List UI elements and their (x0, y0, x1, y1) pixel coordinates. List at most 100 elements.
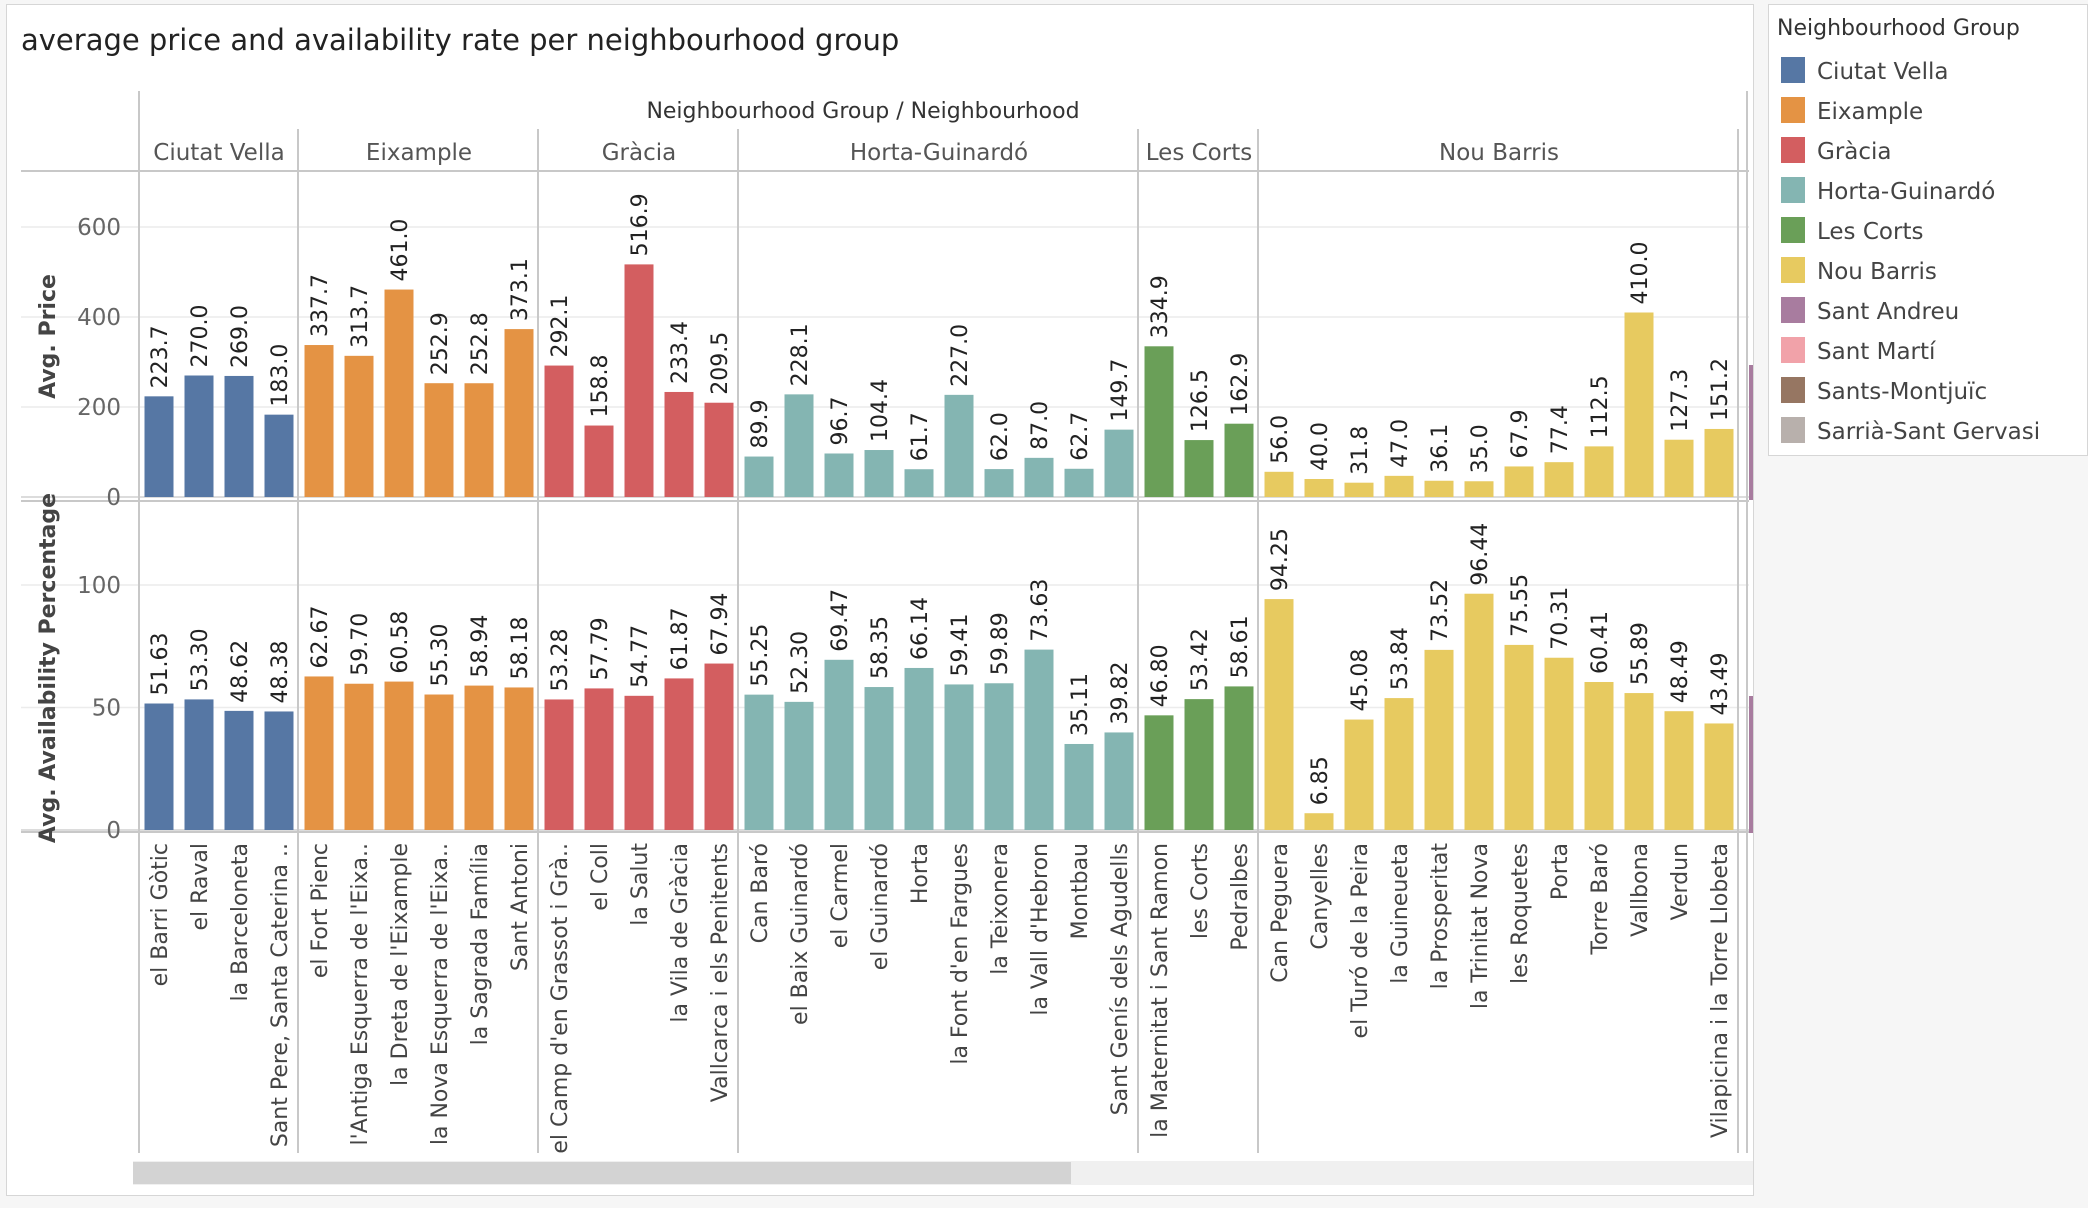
availability-bar[interactable] (424, 694, 454, 830)
legend-swatch[interactable] (1781, 57, 1805, 83)
price-bar[interactable] (464, 383, 494, 497)
availability-bar[interactable] (824, 659, 854, 830)
price-bar[interactable] (504, 329, 534, 497)
availability-bar[interactable] (384, 681, 414, 830)
legend-label[interactable]: Sant Andreu (1817, 299, 1959, 325)
price-bar[interactable] (1304, 479, 1334, 497)
availability-bar[interactable] (1304, 813, 1334, 830)
legend-swatch[interactable] (1781, 177, 1805, 203)
price-bar[interactable] (1464, 481, 1494, 497)
price-bar[interactable] (864, 450, 894, 497)
price-bar[interactable] (704, 402, 734, 497)
price-bar[interactable] (184, 375, 214, 498)
availability-bar[interactable] (784, 701, 814, 830)
price-bar[interactable] (1184, 440, 1214, 497)
price-bar[interactable] (824, 453, 854, 497)
availability-bar[interactable] (704, 663, 734, 830)
price-bar[interactable] (1624, 312, 1654, 498)
price-bar[interactable] (904, 469, 934, 497)
price-bar[interactable] (984, 469, 1014, 497)
price-bar[interactable] (384, 289, 414, 497)
price-bar[interactable] (1704, 428, 1734, 497)
legend-swatch[interactable] (1781, 257, 1805, 283)
price-bar[interactable] (1064, 468, 1094, 497)
legend-swatch[interactable] (1781, 217, 1805, 243)
legend-label[interactable]: Ciutat Vella (1817, 59, 1948, 85)
legend-swatch[interactable] (1781, 97, 1805, 123)
availability-bar[interactable] (1224, 686, 1254, 830)
availability-bar[interactable] (344, 683, 374, 830)
availability-bar[interactable] (1064, 743, 1094, 830)
legend-swatch[interactable] (1781, 417, 1805, 443)
availability-bar[interactable] (1264, 599, 1294, 830)
availability-bar[interactable] (1704, 723, 1734, 830)
legend-swatch[interactable] (1781, 137, 1805, 163)
availability-bar[interactable] (1104, 732, 1134, 830)
legend-swatch[interactable] (1781, 377, 1805, 403)
price-bar[interactable] (144, 396, 174, 497)
price-bar[interactable] (1144, 346, 1174, 497)
price-bar[interactable] (344, 355, 374, 497)
availability-bar[interactable] (984, 683, 1014, 830)
price-bar[interactable] (304, 345, 334, 497)
price-bar[interactable] (1544, 462, 1574, 497)
availability-bar[interactable] (1184, 699, 1214, 830)
price-bar[interactable] (1344, 482, 1374, 497)
price-bar[interactable] (1104, 429, 1134, 497)
availability-bar[interactable] (1584, 681, 1614, 830)
availability-bar[interactable] (944, 684, 974, 830)
legend-label[interactable]: Sarrià-Sant Gervasi (1817, 419, 2040, 445)
availability-bar[interactable] (1144, 715, 1174, 830)
availability-bar[interactable] (224, 710, 254, 830)
price-bar[interactable] (1504, 466, 1534, 497)
availability-bar[interactable] (1544, 657, 1574, 830)
availability-bar[interactable] (1024, 649, 1054, 830)
price-bar[interactable] (1384, 475, 1414, 497)
legend-label[interactable]: Gràcia (1817, 139, 1892, 165)
availability-bar[interactable] (304, 676, 334, 830)
availability-bar[interactable] (1464, 593, 1494, 830)
availability-bar[interactable] (864, 687, 894, 830)
availability-bar[interactable] (664, 678, 694, 830)
price-bar[interactable] (624, 264, 654, 497)
price-bar[interactable] (1584, 446, 1614, 497)
price-bar[interactable] (784, 394, 814, 497)
price-bar[interactable] (664, 391, 694, 497)
availability-bar[interactable] (1424, 649, 1454, 830)
availability-bar[interactable] (1664, 711, 1694, 830)
legend-label[interactable]: Les Corts (1817, 219, 1923, 245)
availability-bar[interactable] (264, 711, 294, 830)
legend-swatch[interactable] (1781, 297, 1805, 323)
availability-bar[interactable] (1504, 644, 1534, 830)
price-bar[interactable] (944, 394, 974, 497)
price-bar[interactable] (584, 425, 614, 497)
availability-bar[interactable] (584, 688, 614, 830)
legend-label[interactable]: Nou Barris (1817, 259, 1937, 285)
price-bar[interactable] (1024, 457, 1054, 497)
availability-bar[interactable] (624, 695, 654, 830)
availability-bar[interactable] (544, 699, 574, 830)
price-bar[interactable] (744, 456, 774, 497)
legend-label[interactable]: Sants-Montjuïc (1817, 379, 1987, 405)
price-bar[interactable] (1664, 439, 1694, 497)
availability-bar[interactable] (144, 703, 174, 830)
legend-label[interactable]: Sant Martí (1817, 339, 1936, 365)
availability-bar[interactable] (1384, 698, 1414, 830)
price-bar[interactable] (224, 375, 254, 497)
availability-bar[interactable] (184, 699, 214, 830)
price-bar[interactable] (544, 365, 574, 497)
price-bar[interactable] (264, 414, 294, 497)
price-bar[interactable] (1224, 423, 1254, 497)
price-bar[interactable] (424, 383, 454, 497)
price-bar[interactable] (1264, 471, 1294, 497)
legend-swatch[interactable] (1781, 337, 1805, 363)
availability-bar[interactable] (504, 687, 534, 830)
scrollbar-thumb[interactable] (133, 1162, 1071, 1184)
legend-label[interactable]: Eixample (1817, 99, 1923, 125)
legend-label[interactable]: Horta-Guinardó (1817, 179, 1995, 205)
availability-bar[interactable] (744, 694, 774, 830)
availability-bar[interactable] (464, 685, 494, 830)
price-bar[interactable] (1424, 480, 1454, 497)
availability-bar[interactable] (1624, 693, 1654, 830)
availability-bar[interactable] (1344, 719, 1374, 830)
